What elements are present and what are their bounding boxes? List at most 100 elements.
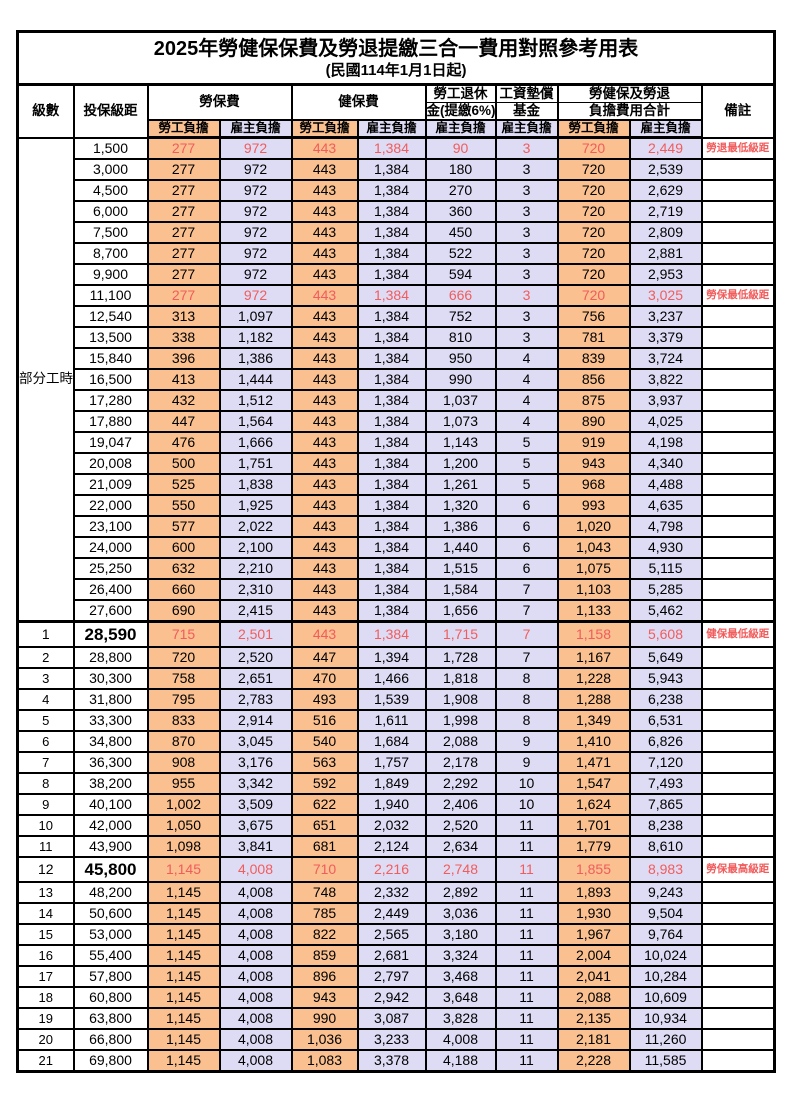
fee-cell: 1,384 bbox=[356, 578, 427, 601]
fee-cell: 443 bbox=[290, 452, 359, 475]
fee-cell: 1,384 bbox=[356, 494, 427, 517]
note-cell bbox=[700, 179, 776, 202]
table-row: 19 63,800 1,145 4,008 990 3,087 3,828 11 2,135 10… bbox=[16, 1007, 776, 1030]
fee-cell: 3 bbox=[494, 284, 559, 307]
fee-cell: 4,008 bbox=[218, 1007, 293, 1030]
bracket-cell: 33,300 bbox=[72, 709, 149, 732]
fee-cell: 972 bbox=[218, 263, 293, 286]
fee-cell: 1,611 bbox=[356, 709, 427, 732]
level-cell: 8 bbox=[16, 772, 75, 795]
fee-cell: 2,415 bbox=[218, 599, 293, 623]
table-row: 17 57,800 1,145 4,008 896 2,797 3,468 11 2,041 10… bbox=[16, 965, 776, 988]
table-row: 16,500 413 1,444 443 1,384 990 4 856 3,822 bbox=[18, 368, 776, 391]
fee-cell: 4 bbox=[494, 389, 559, 412]
fee-cell: 3 bbox=[494, 326, 559, 349]
fee-cell: 500 bbox=[146, 452, 221, 475]
fee-cell: 3,233 bbox=[356, 1028, 427, 1051]
fee-cell: 943 bbox=[556, 452, 631, 475]
fee-cell: 2,181 bbox=[556, 1028, 631, 1051]
note-cell bbox=[700, 688, 776, 711]
note-cell bbox=[700, 965, 776, 988]
fee-cell: 277 bbox=[146, 200, 221, 223]
fee-cell: 1,288 bbox=[556, 688, 631, 711]
fee-cell: 710 bbox=[290, 856, 359, 883]
fee-cell: 7,493 bbox=[628, 772, 703, 795]
fee-cell: 8,983 bbox=[628, 856, 703, 883]
fee-cell: 4,188 bbox=[424, 1049, 497, 1073]
fee-cell: 1,394 bbox=[356, 646, 427, 669]
fee-cell: 1,158 bbox=[556, 620, 631, 648]
fee-cell: 1,751 bbox=[218, 452, 293, 475]
fee-cell: 3,036 bbox=[424, 902, 497, 925]
bracket-cell: 28,590 bbox=[72, 620, 149, 648]
note-cell bbox=[700, 751, 776, 774]
fee-cell: 950 bbox=[424, 347, 497, 370]
fee-cell: 1,940 bbox=[356, 793, 427, 816]
fee-cell: 1,384 bbox=[356, 305, 427, 328]
fee-cell: 3,822 bbox=[628, 368, 703, 391]
fee-cell: 1,728 bbox=[424, 646, 497, 669]
fee-cell: 968 bbox=[556, 473, 631, 496]
fee-cell: 443 bbox=[290, 410, 359, 433]
fee-cell: 476 bbox=[146, 431, 221, 454]
fee-cell: 11 bbox=[494, 944, 559, 967]
fee-cell: 2,892 bbox=[424, 881, 497, 904]
fee-cell: 8,610 bbox=[628, 835, 703, 858]
level-cell: 2 bbox=[16, 646, 75, 669]
fee-cell: 3,180 bbox=[424, 923, 497, 946]
note-cell bbox=[700, 536, 776, 559]
fee-cell: 1,384 bbox=[356, 389, 427, 412]
fee-cell: 1,893 bbox=[556, 881, 631, 904]
fee-cell: 1,182 bbox=[218, 326, 293, 349]
fee-cell: 4,198 bbox=[628, 431, 703, 454]
table-row: 18 60,800 1,145 4,008 943 2,942 3,648 11 2,088 10… bbox=[16, 986, 776, 1009]
fee-cell: 470 bbox=[290, 667, 359, 690]
fee-cell: 1,967 bbox=[556, 923, 631, 946]
note-cell bbox=[700, 1049, 776, 1073]
table-row: 6,000 277 972 443 1,384 360 3 720 2,719 bbox=[18, 200, 776, 223]
note-cell bbox=[700, 814, 776, 837]
fee-cell: 5,115 bbox=[628, 557, 703, 580]
fee-cell: 3,379 bbox=[628, 326, 703, 349]
header-pension-employer-share: 雇主負擔 bbox=[424, 119, 497, 139]
bracket-cell: 66,800 bbox=[72, 1028, 149, 1051]
fee-cell: 919 bbox=[556, 431, 631, 454]
fee-cell: 1,701 bbox=[556, 814, 631, 837]
fee-cell: 1,515 bbox=[424, 557, 497, 580]
fee-cell: 4,008 bbox=[218, 944, 293, 967]
fee-cell: 690 bbox=[146, 599, 221, 623]
header-level: 級數 bbox=[16, 83, 75, 139]
bracket-cell: 50,600 bbox=[72, 902, 149, 925]
fee-cell: 3 bbox=[494, 158, 559, 181]
note-cell: 勞保最高級距 bbox=[700, 856, 776, 883]
fee-cell: 10,609 bbox=[628, 986, 703, 1009]
fee-cell: 3,045 bbox=[218, 730, 293, 753]
fee-cell: 4,008 bbox=[218, 881, 293, 904]
fee-cell: 972 bbox=[218, 158, 293, 181]
fee-cell: 859 bbox=[290, 944, 359, 967]
fee-cell: 3 bbox=[494, 200, 559, 223]
fee-cell: 875 bbox=[556, 389, 631, 412]
fee-cell: 1,466 bbox=[356, 667, 427, 690]
header-total-employee-share: 勞工負擔 bbox=[556, 119, 631, 139]
fee-cell: 2,210 bbox=[218, 557, 293, 580]
fee-cell: 1,384 bbox=[356, 452, 427, 475]
fee-cell: 1,564 bbox=[218, 410, 293, 433]
fee-cell: 908 bbox=[146, 751, 221, 774]
fee-cell: 540 bbox=[290, 730, 359, 753]
table-row: 11,100 277 972 443 1,384 666 3 720 3,025 勞保最低級距 bbox=[18, 284, 776, 307]
bracket-cell: 12,540 bbox=[72, 305, 149, 328]
bracket-cell: 22,000 bbox=[72, 494, 149, 517]
fee-cell: 1,384 bbox=[356, 326, 427, 349]
fee-cell: 2,719 bbox=[628, 200, 703, 223]
fee-cell: 493 bbox=[290, 688, 359, 711]
fee-cell: 3 bbox=[494, 242, 559, 265]
table-row: 24,000 600 2,100 443 1,384 1,440 6 1,043 4,930 bbox=[18, 536, 776, 559]
fee-cell: 5 bbox=[494, 473, 559, 496]
fee-cell: 4,025 bbox=[628, 410, 703, 433]
fee-cell: 870 bbox=[146, 730, 221, 753]
fee-cell: 4,930 bbox=[628, 536, 703, 559]
level-cell: 20 bbox=[16, 1028, 75, 1051]
header-health-insurance: 健保費 bbox=[290, 83, 427, 121]
fee-cell: 756 bbox=[556, 305, 631, 328]
